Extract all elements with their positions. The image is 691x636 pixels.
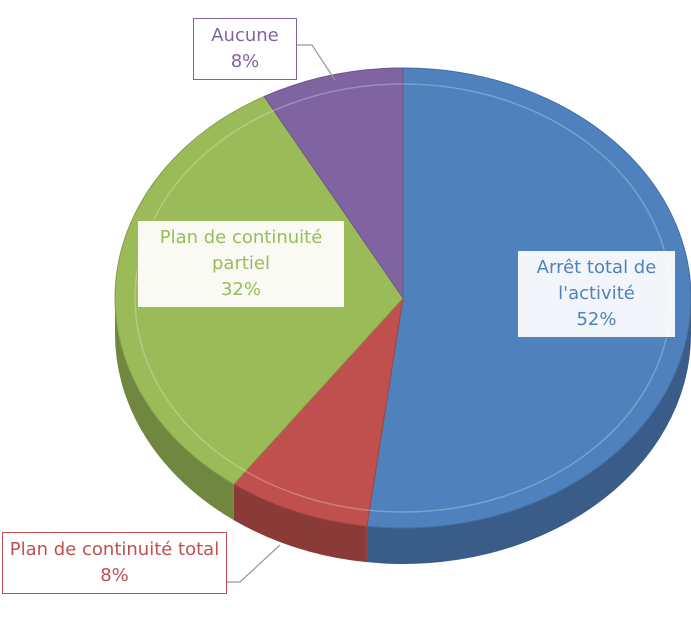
slice-side bbox=[233, 484, 367, 563]
data-label: Plan de continuité partiel 32% bbox=[137, 220, 345, 308]
value-label: 52% bbox=[576, 309, 617, 330]
category-label: Arrêt total de l'activité bbox=[536, 257, 657, 304]
data-label: Arrêt total de l'activité 52% bbox=[517, 250, 676, 338]
data-label: Aucune 8% bbox=[193, 18, 297, 80]
category-label: Plan de continuité partiel bbox=[159, 227, 323, 274]
value-label: 32% bbox=[220, 279, 261, 300]
leader-line bbox=[227, 544, 281, 583]
slice bbox=[232, 296, 404, 527]
value-label: 8% bbox=[100, 565, 129, 586]
data-label: Plan de continuité total 8% bbox=[2, 532, 227, 594]
category-label: Aucune bbox=[211, 25, 279, 46]
category-label: Plan de continuité total bbox=[9, 539, 220, 560]
value-label: 8% bbox=[230, 51, 260, 72]
leader-line bbox=[297, 44, 336, 81]
slice-side bbox=[366, 298, 691, 564]
